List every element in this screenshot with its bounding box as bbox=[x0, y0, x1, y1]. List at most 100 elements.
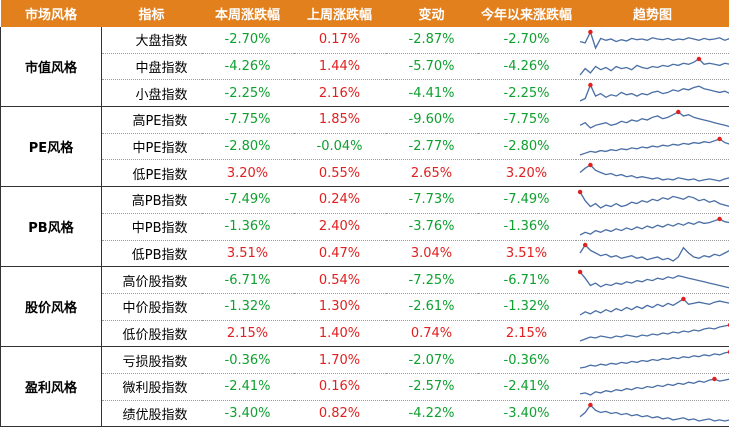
this-week-value: -2.80% bbox=[202, 133, 294, 160]
sparkline-path bbox=[580, 405, 729, 421]
sparkline-path bbox=[580, 299, 729, 315]
trend-cell bbox=[576, 400, 729, 427]
last-week-value: 0.16% bbox=[294, 373, 386, 400]
last-week-value: 1.30% bbox=[294, 293, 386, 320]
change-value: -7.73% bbox=[386, 187, 478, 214]
sparkline-path bbox=[580, 219, 729, 235]
change-value: -9.60% bbox=[386, 107, 478, 134]
this-week-value: -1.36% bbox=[202, 213, 294, 240]
indicator-name: 微利股指数 bbox=[102, 373, 202, 400]
sparkline bbox=[578, 269, 729, 291]
change-value: -2.57% bbox=[386, 373, 478, 400]
ytd-value: -1.36% bbox=[478, 213, 576, 240]
change-value: 3.04% bbox=[386, 240, 478, 267]
this-week-value: 2.15% bbox=[202, 320, 294, 347]
table-row: PE风格高PE指数-7.75%1.85%-9.60%-7.75% bbox=[1, 107, 729, 134]
sparkline-max-marker bbox=[676, 110, 681, 114]
this-week-value: 3.51% bbox=[202, 240, 294, 267]
sparkline-max-marker bbox=[578, 270, 582, 274]
indicator-name: 中PB指数 bbox=[102, 213, 202, 240]
ytd-value: -2.70% bbox=[478, 27, 576, 53]
table-row: 中PE指数-2.80%-0.04%-2.77%-2.80% bbox=[1, 133, 729, 160]
ytd-value: -2.41% bbox=[478, 373, 576, 400]
ytd-value: -7.75% bbox=[478, 107, 576, 134]
last-week-value: 1.70% bbox=[294, 347, 386, 374]
trend-cell bbox=[576, 53, 729, 80]
change-value: -2.07% bbox=[386, 347, 478, 374]
last-week-value: 0.82% bbox=[294, 400, 386, 427]
sparkline-path bbox=[580, 352, 729, 368]
last-week-value: 0.54% bbox=[294, 267, 386, 294]
sparkline-path bbox=[580, 32, 729, 48]
change-value: -2.77% bbox=[386, 133, 478, 160]
sparkline bbox=[578, 189, 729, 211]
last-week-value: 1.85% bbox=[294, 107, 386, 134]
table-row: 中盘指数-4.26%1.44%-5.70%-4.26% bbox=[1, 53, 729, 80]
indicator-name: 高PE指数 bbox=[102, 107, 202, 134]
last-week-value: 0.24% bbox=[294, 187, 386, 214]
last-week-value: 0.47% bbox=[294, 240, 386, 267]
indicator-name: 中PE指数 bbox=[102, 133, 202, 160]
table-body: 市值风格大盘指数-2.70%0.17%-2.87%-2.70%中盘指数-4.26… bbox=[1, 27, 729, 427]
sparkline-path bbox=[580, 245, 729, 261]
market-style-label: 盈利风格 bbox=[1, 347, 102, 427]
change-value: 0.74% bbox=[386, 320, 478, 347]
trend-cell bbox=[576, 373, 729, 400]
header-style: 市场风格 bbox=[1, 0, 102, 27]
this-week-value: -2.41% bbox=[202, 373, 294, 400]
sparkline-max-marker bbox=[588, 30, 593, 34]
table-row: 微利股指数-2.41%0.16%-2.57%-2.41% bbox=[1, 373, 729, 400]
sparkline-max-marker bbox=[588, 163, 593, 167]
indicator-name: 亏损股指数 bbox=[102, 347, 202, 374]
indicator-name: 中盘指数 bbox=[102, 53, 202, 80]
ytd-value: -6.71% bbox=[478, 267, 576, 294]
sparkline bbox=[578, 82, 729, 104]
sparkline bbox=[578, 322, 729, 344]
change-value: -3.76% bbox=[386, 213, 478, 240]
last-week-value: 2.16% bbox=[294, 80, 386, 107]
table-row: 盈利风格亏损股指数-0.36%1.70%-2.07%-0.36% bbox=[1, 347, 729, 374]
sparkline-path bbox=[580, 325, 729, 341]
sparkline-max-marker bbox=[582, 243, 587, 247]
change-value: -4.41% bbox=[386, 80, 478, 107]
change-value: 2.65% bbox=[386, 160, 478, 187]
this-week-value: -0.36% bbox=[202, 347, 294, 374]
ytd-value: -2.25% bbox=[478, 80, 576, 107]
last-week-value: -0.04% bbox=[294, 133, 386, 160]
sparkline-path bbox=[580, 272, 729, 288]
header-change: 变动 bbox=[386, 0, 478, 27]
table-row: 小盘指数-2.25%2.16%-4.41%-2.25% bbox=[1, 80, 729, 107]
this-week-value: -6.71% bbox=[202, 267, 294, 294]
sparkline-max-marker bbox=[717, 216, 722, 220]
trend-cell bbox=[576, 27, 729, 53]
sparkline-max-marker bbox=[588, 83, 593, 87]
indicator-name: 高PB指数 bbox=[102, 187, 202, 214]
sparkline bbox=[578, 349, 729, 371]
this-week-value: -1.32% bbox=[202, 293, 294, 320]
indicator-name: 大盘指数 bbox=[102, 27, 202, 53]
sparkline bbox=[578, 109, 729, 131]
market-style-label: 市值风格 bbox=[1, 27, 102, 107]
table-row: PB风格高PB指数-7.49%0.24%-7.73%-7.49% bbox=[1, 187, 729, 214]
ytd-value: 3.20% bbox=[478, 160, 576, 187]
this-week-value: -2.70% bbox=[202, 27, 294, 53]
trend-cell bbox=[576, 187, 729, 214]
trend-cell bbox=[576, 320, 729, 347]
header-row: 市场风格 指标 本周涨跌幅 上周涨跌幅 变动 今年以来涨跌幅 趋势图 bbox=[1, 0, 729, 27]
market-style-label: PB风格 bbox=[1, 187, 102, 267]
header-indicator: 指标 bbox=[102, 0, 202, 27]
change-value: -4.22% bbox=[386, 400, 478, 427]
sparkline-path bbox=[580, 379, 729, 395]
table-row: 中PB指数-1.36%2.40%-3.76%-1.36% bbox=[1, 213, 729, 240]
sparkline-max-marker bbox=[681, 297, 686, 301]
sparkline-max-marker bbox=[712, 377, 717, 381]
trend-cell bbox=[576, 213, 729, 240]
sparkline bbox=[578, 376, 729, 398]
sparkline bbox=[578, 56, 729, 78]
last-week-value: 0.55% bbox=[294, 160, 386, 187]
table-row: 股价风格高价股指数-6.71%0.54%-7.25%-6.71% bbox=[1, 267, 729, 294]
header-last-week: 上周涨跌幅 bbox=[294, 0, 386, 27]
sparkline bbox=[578, 29, 729, 51]
